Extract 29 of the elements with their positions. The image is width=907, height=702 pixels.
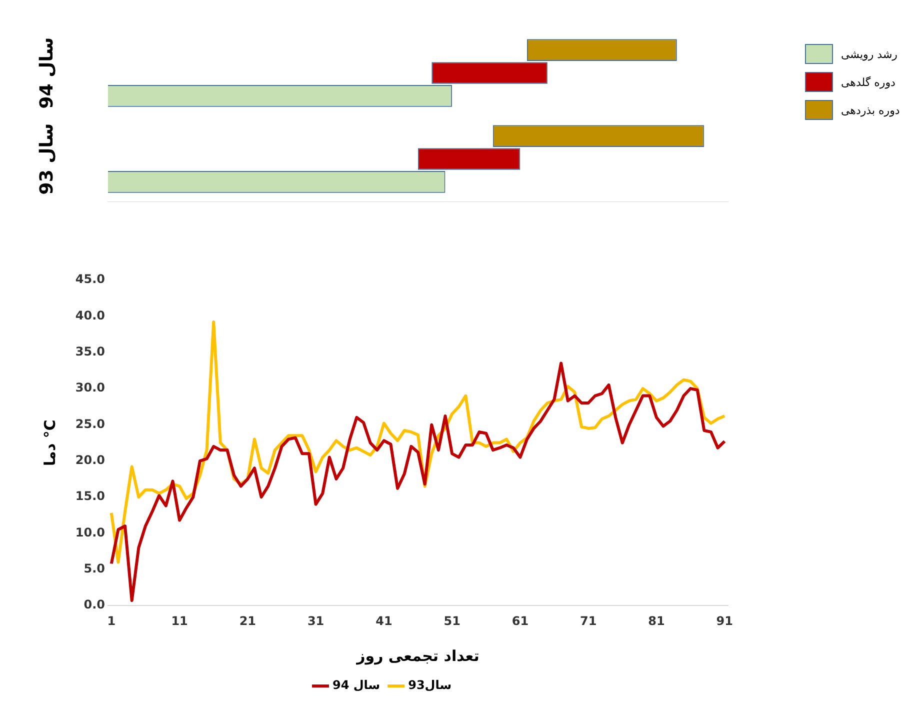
y-tick-label: 35.0 — [75, 344, 105, 358]
y-tick-label: سال 93 — [36, 123, 58, 195]
y-tick-label: 10.0 — [75, 525, 105, 540]
legend-label: سال 94 — [332, 678, 380, 692]
x-tick-label: 61 — [512, 614, 529, 628]
x-tick-label: 71 — [580, 614, 597, 628]
x-tick-label: 41 — [376, 614, 392, 628]
x-tick-label: 51 — [444, 614, 460, 628]
y-tick-label: 25.0 — [75, 416, 105, 431]
legend-label: دوره بذردهی — [841, 104, 900, 116]
y-tick-label: 15.0 — [75, 489, 105, 504]
y-tick-label: 20.0 — [75, 453, 105, 468]
y-tick-label: 40.0 — [75, 308, 105, 322]
legend-label: دوره گلدهی — [841, 76, 896, 88]
x-tick-label: 11 — [171, 614, 188, 628]
x-tick-label: 31 — [307, 614, 324, 628]
y-tick-label: سال 94 — [36, 37, 58, 109]
y-tick-label: 5.0 — [84, 562, 105, 576]
y-axis-title: دما °C — [40, 420, 59, 466]
legend-label: رشد رویشی — [841, 48, 898, 60]
x-tick-label: 21 — [239, 614, 256, 628]
y-tick-label: 30.0 — [75, 380, 105, 395]
x-tick-label: 91 — [716, 614, 733, 628]
y-tick-label: 0.0 — [84, 598, 105, 612]
x-axis-title: تعداد تجمعی روز — [356, 646, 480, 665]
legend-label: سال93 — [408, 678, 452, 692]
x-tick-label: 1 — [107, 614, 116, 628]
y-tick-label: 45.0 — [75, 272, 105, 286]
x-tick-label: 81 — [648, 614, 665, 628]
